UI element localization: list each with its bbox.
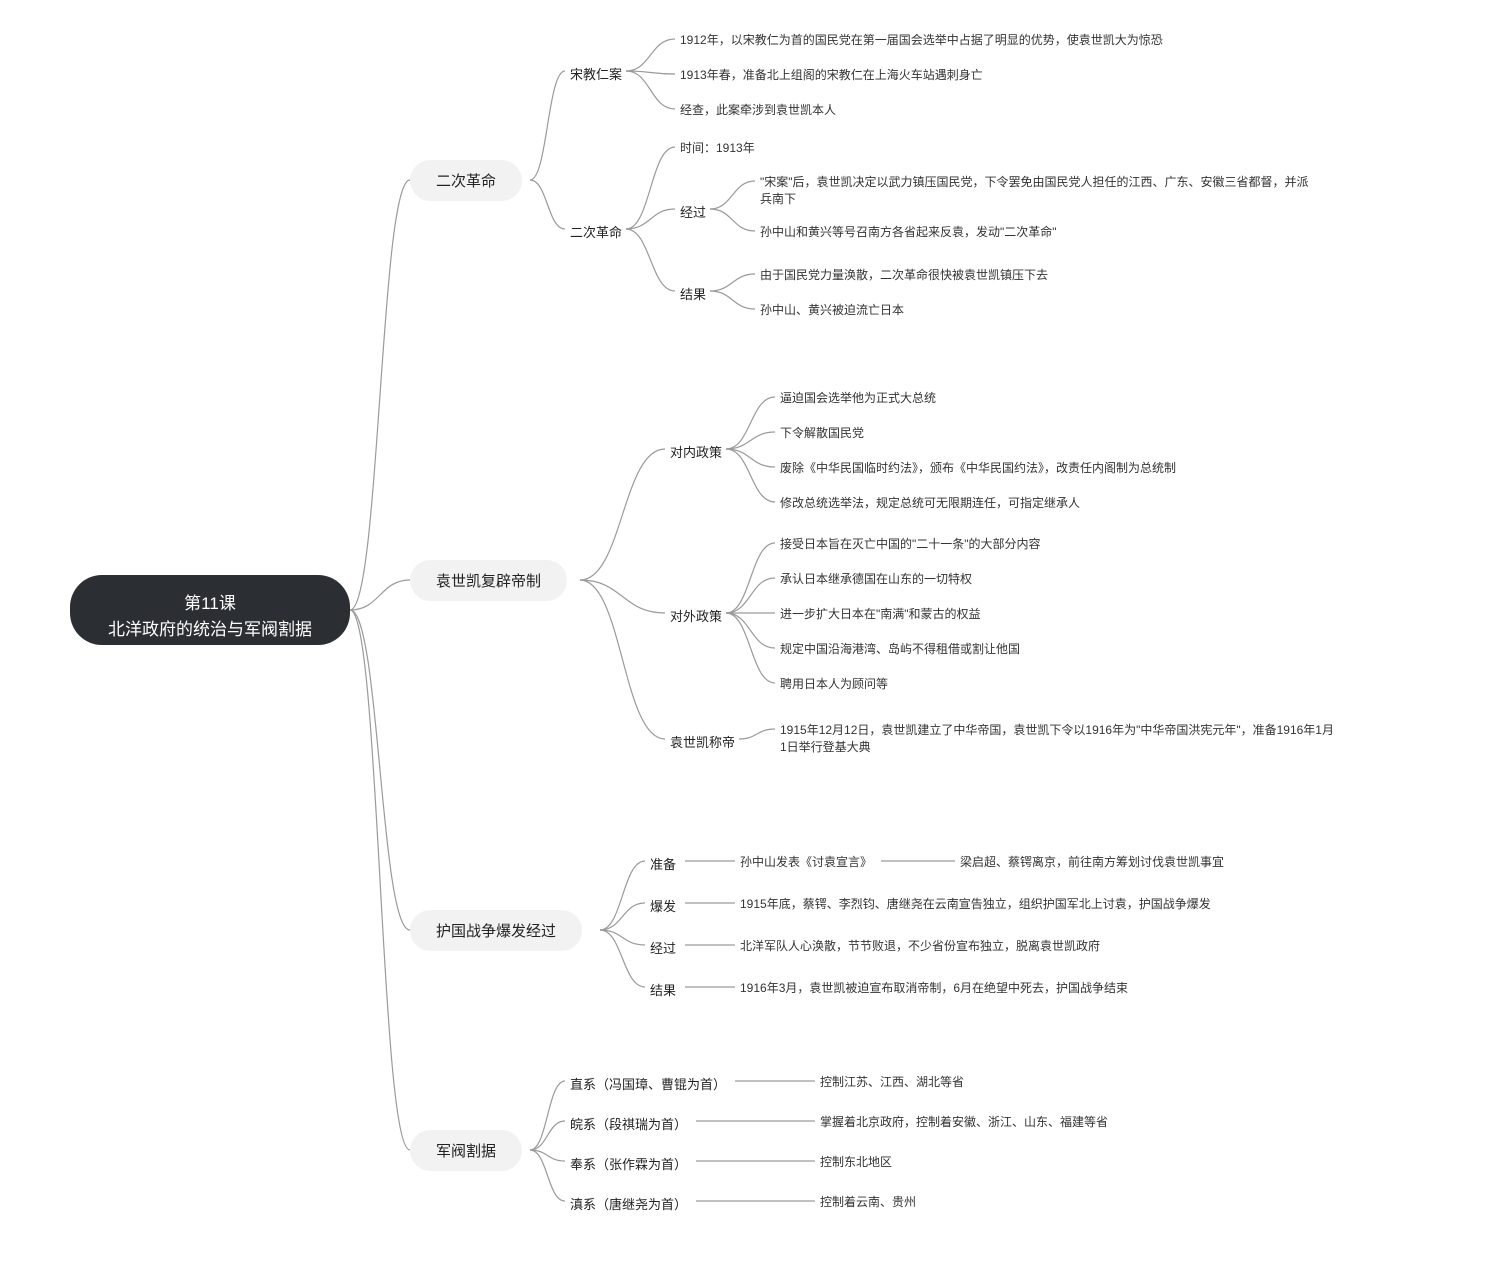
sub-b3s2: 爆发 <box>650 894 676 917</box>
branch-b1: 二次革命 <box>410 160 522 201</box>
sub-b3s3: 经过 <box>650 936 676 959</box>
leaf-text: "宋案"后，袁世凯决定以武力镇压国民党，下令罢免由国民党人担任的江西、广东、安徽… <box>760 172 1320 210</box>
sub-b1s2: 二次革命 <box>570 220 622 243</box>
leaf-text: 修改总统选举法，规定总统可无限期连任，可指定继承人 <box>780 493 1080 514</box>
branch-b2: 袁世凯复辟帝制 <box>410 560 567 601</box>
leaf-text: 1915年12月12日，袁世凯建立了中华帝国，袁世凯下令以1916年为"中华帝国… <box>780 720 1340 758</box>
leaf-text: 接受日本旨在灭亡中国的"二十一条"的大部分内容 <box>780 534 1041 555</box>
leaf-text: 孙中山、黄兴被迫流亡日本 <box>760 300 904 321</box>
sub-b4s3: 奉系（张作霖为首） <box>570 1152 687 1175</box>
leaf-text: 进一步扩大日本在"南满"和蒙古的权益 <box>780 604 981 625</box>
leaf-text: 控制东北地区 <box>820 1152 892 1173</box>
subgroup-label: 结果 <box>680 282 706 305</box>
sub-b4s2: 皖系（段祺瑞为首） <box>570 1112 687 1135</box>
leaf-text: 承认日本继承德国在山东的一切特权 <box>780 569 972 590</box>
leaf-text: 下令解散国民党 <box>780 423 864 444</box>
leaf-text: 1915年底，蔡锷、李烈钧、唐继尧在云南宣告独立，组织护国军北上讨袁，护国战争爆… <box>740 894 1211 915</box>
root-node: 第11课 北洋政府的统治与军阀割据 <box>70 575 350 645</box>
leaf-text: 梁启超、蔡锷离京，前往南方筹划讨伐袁世凯事宜 <box>960 852 1224 873</box>
leaf-text: 孙中山发表《讨袁宣言》 <box>740 852 872 873</box>
sub-b2s3: 袁世凯称帝 <box>670 730 735 753</box>
leaf-text: 1916年3月，袁世凯被迫宣布取消帝制，6月在绝望中死去，护国战争结束 <box>740 978 1128 999</box>
leaf-text: 规定中国沿海港湾、岛屿不得租借或割让他国 <box>780 639 1020 660</box>
leaf-text: 控制江苏、江西、湖北等省 <box>820 1072 964 1093</box>
leaf-text: 北洋军队人心涣散，节节败退，不少省份宣布独立，脱离袁世凯政府 <box>740 936 1100 957</box>
sub-b4s1: 直系（冯国璋、曹锟为首） <box>570 1072 726 1095</box>
mindmap-container: 第11课 北洋政府的统治与军阀割据 二次革命 宋教仁案 1912年，以宋教仁为首的国… <box>0 0 1496 1280</box>
subgroup-label: 经过 <box>680 200 706 223</box>
sub-b2s1: 对内政策 <box>670 440 722 463</box>
sub-b2s2: 对外政策 <box>670 604 722 627</box>
sub-b1s1: 宋教仁案 <box>570 62 622 85</box>
leaf-text: 1912年，以宋教仁为首的国民党在第一届国会选举中占据了明显的优势，使袁世凯大为… <box>680 30 1163 51</box>
leaf-text: 由于国民党力量涣散，二次革命很快被袁世凯镇压下去 <box>760 265 1048 286</box>
sub-b3s4: 结果 <box>650 978 676 1001</box>
leaf-text: 孙中山和黄兴等号召南方各省起来反袁，发动"二次革命" <box>760 222 1057 243</box>
leaf-text: 1913年春，准备北上组阁的宋教仁在上海火车站遇刺身亡 <box>680 65 983 86</box>
leaf-text: 废除《中华民国临时约法》，颁布《中华民国约法》，改责任内阁制为总统制 <box>780 458 1176 479</box>
branch-b4: 军阀割据 <box>410 1130 522 1171</box>
sub-b4s4: 滇系（唐继尧为首） <box>570 1192 687 1215</box>
leaf-text: 时间：1913年 <box>680 138 755 159</box>
leaf-text: 掌握着北京政府，控制着安徽、浙江、山东、福建等省 <box>820 1112 1108 1133</box>
leaf-text: 控制着云南、贵州 <box>820 1192 916 1213</box>
branch-b3: 护国战争爆发经过 <box>410 910 582 951</box>
leaf-text: 经查，此案牵涉到袁世凯本人 <box>680 100 836 121</box>
leaf-text: 聘用日本人为顾问等 <box>780 674 888 695</box>
leaf-text: 逼迫国会选举他为正式大总统 <box>780 388 936 409</box>
sub-b3s1: 准备 <box>650 852 676 875</box>
